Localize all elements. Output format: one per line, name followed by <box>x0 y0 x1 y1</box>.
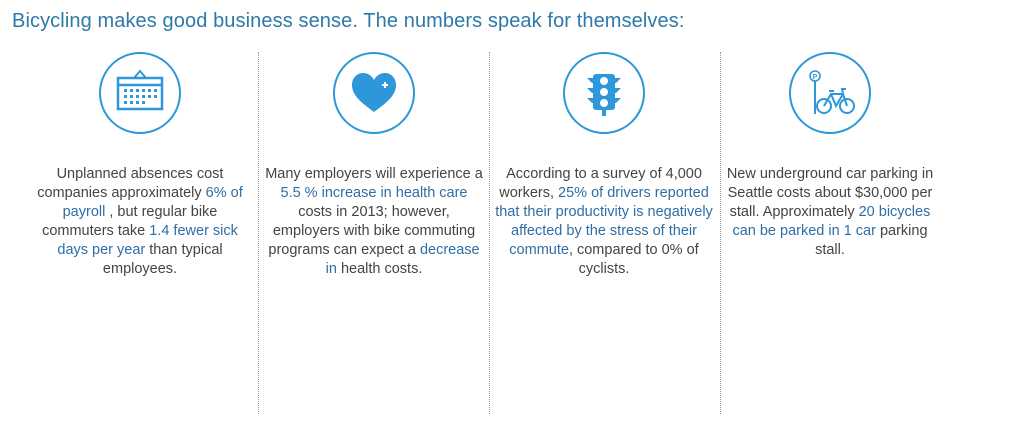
text-segment: , compared to 0% of cyclists. <box>568 242 699 277</box>
stat-card-health: Many employers will experience a 5.5 % i… <box>264 52 484 279</box>
bicycle-parking-icon: P <box>789 52 871 134</box>
text-segment: parking stall. <box>815 223 928 258</box>
stat-text: New underground car parking in Seattle c… <box>720 165 940 260</box>
text-segment: costs in 2013; however, employers with b… <box>268 204 476 258</box>
highlight-text: 5.5 % increase in health care <box>280 185 468 201</box>
stat-text: Many employers will experience a 5.5 % i… <box>264 165 484 279</box>
column-divider <box>258 52 259 414</box>
text-segment: According to a survey of 4,000 workers, <box>499 166 702 201</box>
heart-icon <box>333 52 415 134</box>
text-segment: Many employers will experience a <box>265 166 483 182</box>
traffic-light-icon <box>563 52 645 134</box>
column-divider <box>720 52 721 414</box>
stat-text: According to a survey of 4,000 workers, … <box>494 165 714 279</box>
svg-text:P: P <box>813 74 818 81</box>
text-segment: than typical employees. <box>102 242 223 277</box>
calendar-icon <box>99 52 181 134</box>
highlight-text: 1.4 fewer sick days per year <box>57 223 238 258</box>
text-segment: , but regular bike commuters take <box>42 204 218 239</box>
text-segment: New underground car parking in Seattle c… <box>726 166 934 220</box>
stat-card-parking: P New underground car parking in Seattle… <box>720 52 940 260</box>
highlight-text: 20 bicycles can be parked in 1 car <box>732 204 931 239</box>
stat-text: Unplanned absences cost companies approx… <box>30 165 250 279</box>
page-headline: Bicycling makes good business sense. The… <box>12 10 685 32</box>
highlight-text: 6% of payroll <box>62 185 243 220</box>
column-divider <box>489 52 490 414</box>
highlight-text: 25% of drivers reported that their produ… <box>495 185 713 258</box>
stat-card-productivity: According to a survey of 4,000 workers, … <box>494 52 714 279</box>
highlight-text: decrease in <box>325 242 480 277</box>
text-segment: Unplanned absences cost companies approx… <box>37 166 224 201</box>
text-segment: health costs. <box>336 261 423 277</box>
stat-card-absences: Unplanned absences cost companies approx… <box>30 52 250 279</box>
